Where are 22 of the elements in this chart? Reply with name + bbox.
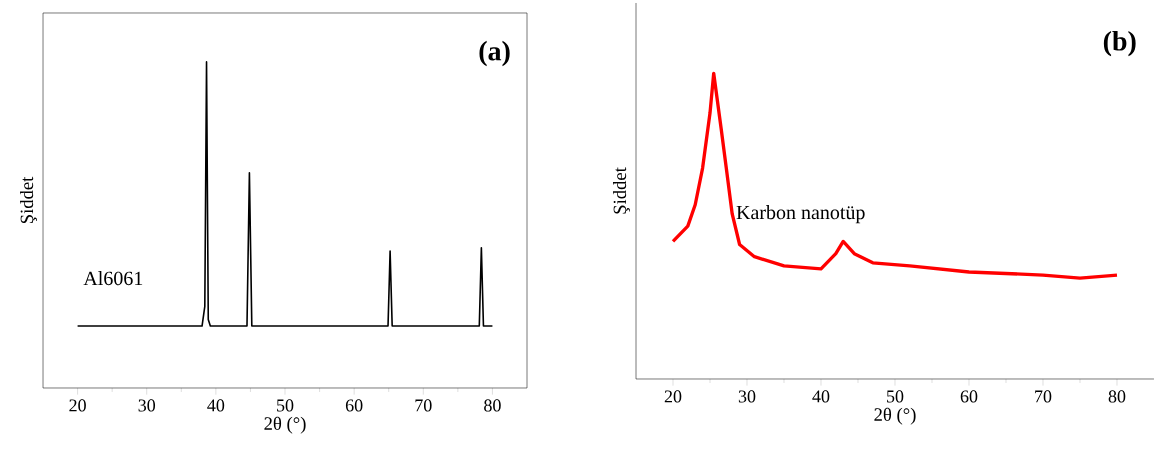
annotation: Al6061	[83, 271, 143, 286]
annotation: (a)	[479, 40, 510, 67]
x-tick-label: 30	[738, 390, 756, 403]
text: (b)	[1103, 30, 1136, 57]
y-axis-title: Şiddet	[613, 167, 630, 214]
x-tick-label: 20	[664, 390, 682, 403]
x-tick-label: 20	[69, 399, 86, 412]
x-axis-title: 2θ (°)	[264, 416, 306, 434]
x-tick-label: 40	[207, 399, 225, 412]
y-axis-title: Şiddet	[20, 176, 37, 224]
x-tick-label: 30	[138, 399, 156, 412]
x-tick-label: 70	[1035, 390, 1052, 403]
x-axis-title: 2θ (°)	[874, 407, 916, 425]
x-tick-label: 80	[1108, 390, 1126, 403]
x-tick-label: 50	[277, 399, 294, 412]
x-tick-label: 80	[484, 399, 501, 412]
x-tick-label: 40	[812, 390, 830, 403]
x-tick-label: 60	[345, 399, 363, 412]
annotation: Karbon nanotüp	[736, 205, 865, 224]
x-tick-label: 50	[887, 390, 904, 403]
x-tick-label: 60	[960, 390, 978, 403]
x-tick-label: 70	[415, 399, 432, 412]
